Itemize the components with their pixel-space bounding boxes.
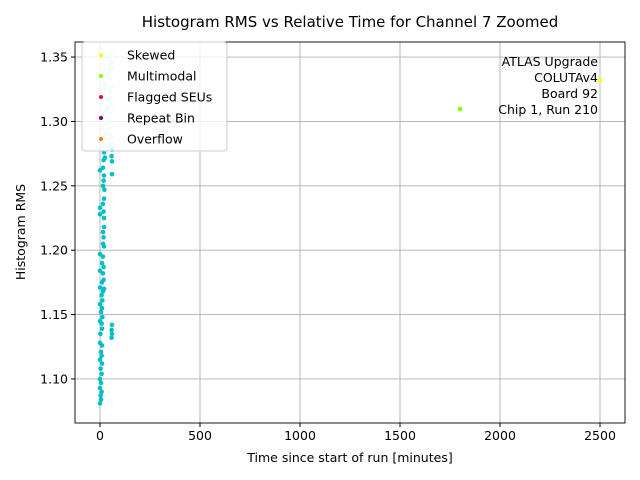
data-point	[99, 343, 105, 348]
annotation-line: Board 92	[541, 86, 598, 101]
data-point	[101, 264, 106, 270]
y-tick-label: 1.15	[40, 307, 68, 322]
annotation-line: Chip 1, Run 210	[498, 102, 598, 117]
x-tick-label: 1000	[284, 428, 316, 443]
legend-label: Repeat Bin	[127, 111, 195, 126]
data-point	[99, 371, 104, 377]
y-tick-label: 1.10	[40, 371, 68, 386]
data-point	[101, 209, 106, 214]
legend-marker	[99, 137, 103, 141]
data-point	[97, 205, 103, 211]
data-point	[98, 393, 103, 399]
data-point	[100, 229, 106, 235]
x-tick-label: 500	[188, 428, 212, 443]
data-point	[97, 385, 103, 391]
data-point	[101, 224, 107, 230]
legend-label: Flagged SEUs	[127, 90, 212, 105]
data-point	[100, 271, 106, 276]
data-point	[109, 331, 115, 337]
data-point	[101, 215, 107, 221]
data-point	[101, 235, 106, 240]
data-point	[109, 322, 115, 328]
data-point	[99, 305, 105, 311]
data-point	[97, 251, 103, 257]
data-point	[102, 187, 107, 192]
data-point	[98, 349, 104, 355]
data-point	[100, 201, 106, 207]
data-point	[109, 153, 114, 159]
data-point	[109, 171, 115, 177]
data-point	[99, 353, 104, 359]
annotation-line: ATLAS Upgrade	[502, 54, 599, 69]
legend-box	[81, 41, 228, 152]
data-point	[101, 157, 106, 163]
x-axis-label: Time since start of run [minutes]	[246, 450, 452, 465]
data-point	[109, 159, 115, 164]
data-point	[109, 335, 114, 341]
y-axis-label: Histogram RMS	[13, 184, 28, 280]
data-point	[100, 298, 105, 303]
data-point	[99, 361, 105, 366]
data-point	[98, 366, 103, 371]
data-point	[457, 106, 463, 112]
legend-marker	[99, 74, 103, 78]
data-point	[100, 183, 106, 189]
legend-label: Multimodal	[127, 69, 196, 84]
data-point	[97, 268, 103, 274]
data-point	[98, 331, 103, 337]
data-point	[101, 286, 107, 292]
annotation-line: COLUTAv4	[534, 70, 598, 85]
data-point	[99, 280, 105, 285]
data-point	[100, 254, 106, 259]
legend-label: Skewed	[127, 48, 175, 63]
data-point	[597, 77, 603, 83]
x-tick-label: 2500	[584, 428, 616, 443]
legend-marker	[99, 95, 103, 99]
data-point	[98, 397, 104, 402]
data-point	[97, 376, 103, 382]
data-point	[98, 309, 104, 315]
data-point	[99, 260, 105, 266]
data-point	[99, 389, 104, 395]
y-tick-label: 1.35	[40, 50, 68, 65]
data-point	[99, 292, 104, 298]
data-point	[109, 327, 114, 333]
legend-marker	[99, 116, 103, 120]
data-point	[99, 326, 105, 332]
legend-label: Overflow	[127, 132, 183, 147]
data-point	[97, 401, 103, 406]
x-tick-label: 2000	[484, 428, 516, 443]
x-tick-label: 0	[96, 428, 104, 443]
y-tick-label: 1.20	[40, 243, 68, 258]
data-point	[97, 211, 103, 217]
x-tick-label: 1500	[384, 428, 416, 443]
data-point	[97, 168, 103, 173]
y-tick-label: 1.25	[40, 178, 68, 193]
data-point	[98, 380, 104, 386]
data-point	[99, 321, 104, 326]
legend-marker	[99, 53, 103, 57]
chart-title: Histogram RMS vs Relative Time for Chann…	[142, 13, 558, 31]
data-point	[100, 165, 106, 171]
data-point	[97, 301, 103, 307]
data-point	[101, 244, 107, 249]
data-point	[101, 178, 106, 183]
y-tick-label: 1.30	[40, 114, 68, 129]
data-point	[101, 173, 107, 178]
legend: Skewed Multimodal Flagged SEUs Repeat Bin Ov…	[81, 41, 228, 152]
data-point	[97, 357, 103, 362]
plot-frame	[74, 41, 626, 424]
data-point	[97, 285, 103, 290]
data-point	[100, 314, 105, 320]
data-point	[101, 196, 107, 202]
